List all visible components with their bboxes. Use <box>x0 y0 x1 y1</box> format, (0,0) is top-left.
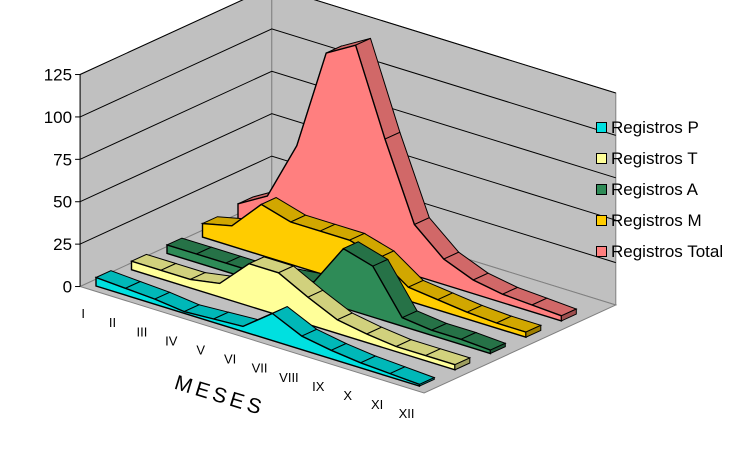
y-tick-label: 125 <box>44 66 72 85</box>
legend-item: Registros M <box>596 205 723 236</box>
legend-label: Registros Total <box>611 241 724 261</box>
x-tick-label: VI <box>224 352 236 367</box>
x-tick-label: II <box>109 315 116 330</box>
registros-p-area <box>95 276 421 388</box>
legend-item: Registros T <box>596 143 723 174</box>
registros-total-end <box>560 308 577 322</box>
x-tick-label: IX <box>312 379 325 394</box>
legend-swatch <box>596 215 607 226</box>
legend-label: Registros A <box>611 179 698 199</box>
gridline <box>79 155 616 264</box>
x-tick-label: X <box>343 388 352 403</box>
y-tick-label: 50 <box>53 193 72 212</box>
legend-label: Registros M <box>611 210 702 230</box>
y-tick-label: 75 <box>53 150 72 169</box>
x-axis-title: MESES <box>172 371 268 420</box>
legend-swatch <box>596 184 607 195</box>
legend-item: Registros P <box>596 112 723 143</box>
legend-swatch <box>596 153 607 164</box>
y-tick-label: 0 <box>63 278 72 297</box>
legend-label: Registros P <box>611 117 699 137</box>
gridline <box>79 113 616 221</box>
x-tick-label: IV <box>165 333 178 348</box>
legend-label: Registros T <box>611 148 698 168</box>
gridline <box>79 0 616 94</box>
x-tick-label: III <box>137 324 148 339</box>
y-tick-label: 25 <box>53 235 72 254</box>
registros-a-end <box>489 342 506 355</box>
legend-swatch <box>596 246 607 257</box>
legend-swatch <box>596 122 607 133</box>
chart-legend: Registros P Registros T Registros A Registr… <box>596 112 723 267</box>
x-tick-label: V <box>196 342 205 357</box>
legend-item: Registros A <box>596 174 723 205</box>
y-tick-label: 100 <box>44 108 72 127</box>
registros-total-area <box>237 44 563 322</box>
gridline <box>79 70 616 179</box>
legend-item: Registros Total <box>596 236 723 267</box>
registros-m-end <box>525 324 542 338</box>
x-tick-label: VIII <box>279 370 299 385</box>
registros-t-end <box>454 357 471 371</box>
x-tick-label: I <box>81 306 85 321</box>
x-tick-label: XI <box>371 397 383 412</box>
registros-p-end <box>418 376 435 387</box>
x-tick-label: XII <box>399 406 415 421</box>
gridline <box>79 28 616 136</box>
x-tick-label: VII <box>252 361 268 376</box>
